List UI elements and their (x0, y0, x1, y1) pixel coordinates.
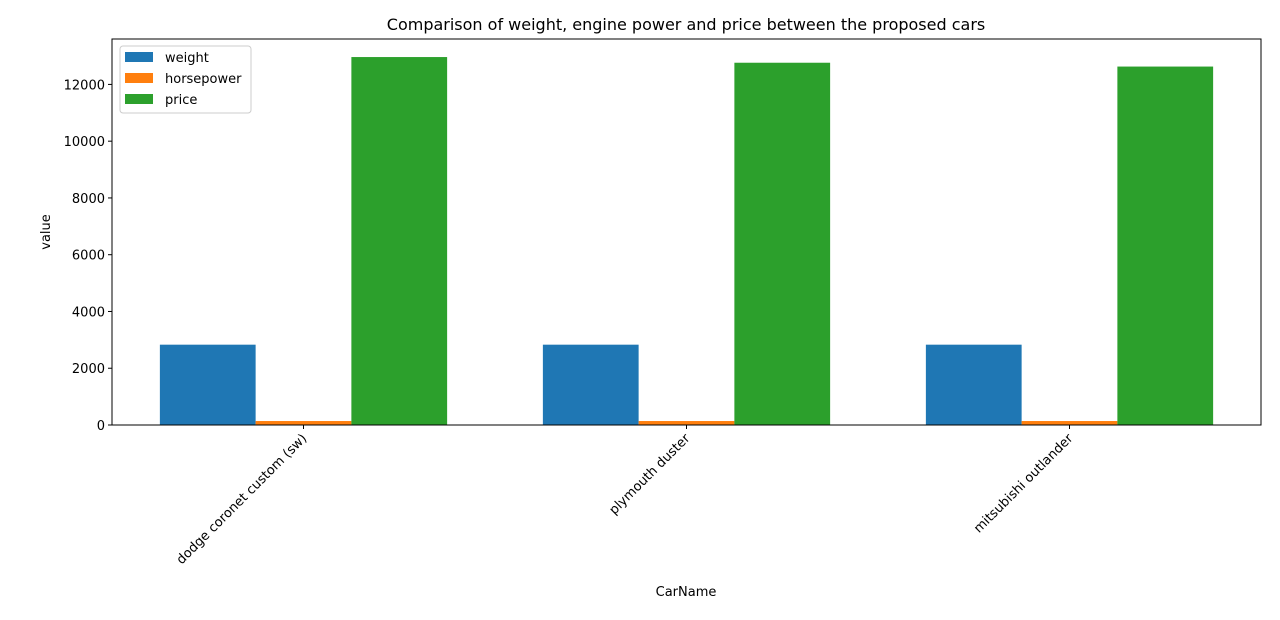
bars-group (159, 57, 1214, 425)
x-axis: dodge coronet custom (sw) plymouth duster… (174, 425, 1077, 568)
bar-weight (542, 344, 639, 425)
legend-swatch-price (125, 94, 153, 104)
bar-weight (159, 344, 256, 425)
bar-weight (925, 344, 1022, 425)
y-axis-title: value (39, 214, 54, 250)
y-tick-label: 2000 (72, 362, 105, 377)
y-tick-label: 8000 (72, 192, 105, 207)
y-axis: 0 2000 4000 6000 8000 10000 12000 (64, 78, 112, 434)
bar-horsepower (255, 421, 352, 425)
y-tick-label: 10000 (64, 135, 105, 150)
x-axis-title: CarName (656, 585, 717, 600)
legend-swatch-weight (125, 52, 153, 62)
bar-price (1117, 66, 1214, 425)
y-tick-label: 0 (97, 419, 105, 434)
y-tick-label: 12000 (64, 78, 105, 93)
legend: weight horsepower price (119, 45, 252, 114)
legend-label-horsepower: horsepower (165, 72, 242, 87)
plot-area-frame (111, 38, 1262, 426)
legend-label-weight: weight (165, 51, 209, 66)
x-tick-label: mitsubishi outlander (971, 431, 1077, 537)
bar-price (734, 62, 831, 425)
legend-label-price: price (165, 93, 197, 108)
bar-horsepower (1021, 421, 1118, 425)
y-tick-label: 6000 (72, 249, 105, 264)
bar-price (351, 57, 448, 425)
legend-swatch-horsepower (125, 73, 153, 83)
bar-horsepower (638, 421, 735, 425)
x-tick-label: dodge coronet custom (sw) (174, 431, 310, 567)
chart-title: Comparison of weight, engine power and p… (387, 15, 985, 34)
x-tick-label: plymouth duster (607, 431, 694, 518)
y-tick-label: 4000 (72, 305, 105, 320)
